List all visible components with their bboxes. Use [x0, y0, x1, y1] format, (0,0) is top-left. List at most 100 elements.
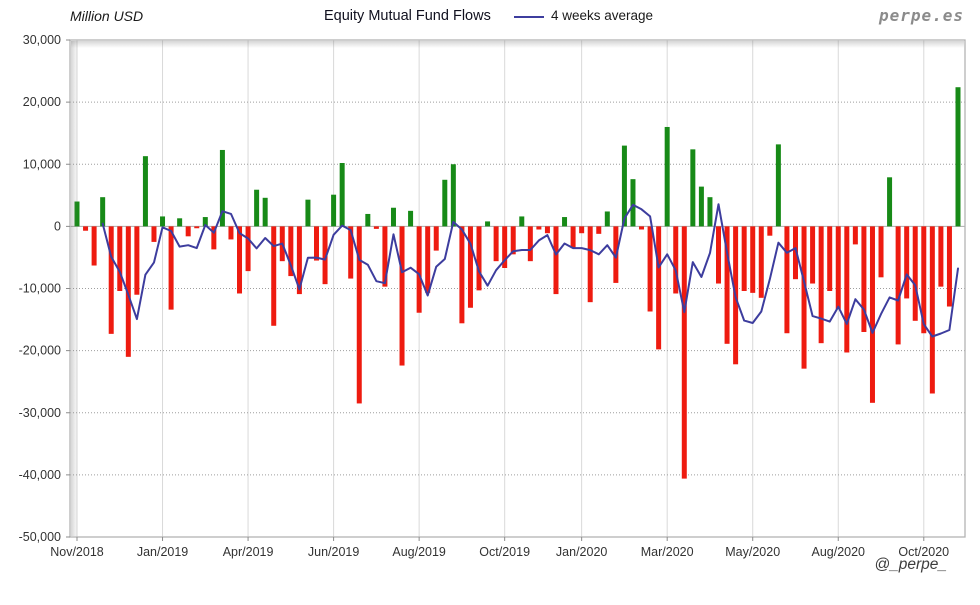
- outflow-bar: [570, 226, 576, 249]
- outflow-bar: [527, 226, 533, 262]
- site-watermark: perpe.es: [878, 6, 964, 25]
- outflow-bar: [758, 226, 764, 298]
- outflow-bar: [767, 226, 773, 236]
- inflow-bar: [142, 156, 148, 227]
- outflow-bar: [741, 226, 747, 291]
- outflow-bar: [587, 226, 593, 303]
- outflow-bar: [946, 226, 952, 307]
- inflow-bar: [100, 197, 106, 227]
- inflow-bar: [254, 189, 260, 227]
- y-axis-unit-label: Million USD: [70, 8, 144, 24]
- outflow-bar: [656, 226, 662, 350]
- outflow-bar: [108, 226, 114, 334]
- outflow-bar: [792, 226, 798, 280]
- outflow-bar: [356, 226, 362, 404]
- x-tick-label: Oct/2020: [898, 545, 949, 559]
- inflow-bar: [775, 144, 781, 227]
- legend: 4 weeks average: [514, 8, 653, 23]
- outflow-bar: [579, 226, 585, 234]
- outflow-bar: [296, 226, 302, 295]
- inflow-bar: [630, 179, 636, 227]
- outflow-bar: [801, 226, 807, 369]
- x-tick-label: May/2020: [725, 545, 780, 559]
- outflow-bar: [117, 226, 123, 291]
- outflow-bar: [373, 226, 379, 229]
- outflow-bar: [348, 226, 354, 279]
- outflow-bar: [921, 226, 927, 334]
- four-week-average-line: [101, 203, 959, 338]
- outflow-bar: [544, 226, 550, 234]
- outflow-bar: [322, 226, 328, 285]
- inflow-bar: [390, 207, 396, 227]
- y-tick-label: 20,000: [23, 95, 61, 109]
- outflow-bar: [245, 226, 251, 272]
- plot-inner-shadow-top: [71, 41, 964, 48]
- inflow-bar: [519, 216, 525, 227]
- y-tick-label: 30,000: [23, 33, 61, 47]
- inflow-bar: [887, 177, 893, 227]
- inflow-bar: [955, 87, 961, 227]
- outflow-bar: [91, 226, 97, 266]
- y-tick-label: -40,000: [19, 468, 61, 482]
- y-tick-label: -50,000: [19, 530, 61, 544]
- inflow-bar: [664, 126, 670, 227]
- outflow-bar: [878, 226, 884, 278]
- outflow-bar: [228, 226, 234, 240]
- outflow-bar: [835, 226, 841, 310]
- outflow-bar: [895, 226, 901, 345]
- outflow-bar: [125, 226, 131, 357]
- x-tick-label: Aug/2019: [392, 545, 446, 559]
- x-tick-label: Jan/2019: [137, 545, 188, 559]
- inflow-bar: [408, 210, 414, 227]
- outflow-bar: [382, 226, 388, 287]
- outflow-bar: [869, 226, 875, 403]
- outflow-bar: [502, 226, 508, 268]
- inflow-bar: [485, 221, 491, 227]
- inflow-bar: [562, 217, 568, 227]
- outflow-bar: [724, 226, 730, 344]
- outflow-bar: [818, 226, 824, 344]
- x-tick-label: Jan/2020: [556, 545, 607, 559]
- inflow-bar: [442, 179, 448, 227]
- inflow-bar: [177, 218, 183, 227]
- outflow-bar: [510, 226, 516, 255]
- outflow-bar: [673, 226, 679, 294]
- outflow-bar: [844, 226, 850, 353]
- outflow-bar: [639, 226, 645, 230]
- outflow-bar: [810, 226, 816, 284]
- legend-label: 4 weeks average: [551, 8, 654, 23]
- outflow-bar: [904, 226, 910, 299]
- inflow-bar: [707, 197, 713, 227]
- inflow-bar: [450, 164, 456, 227]
- outflow-bar: [83, 226, 89, 231]
- inflow-bar: [365, 213, 371, 227]
- y-tick-label: 0: [54, 219, 61, 233]
- outflow-bar: [827, 226, 833, 291]
- chart-title: Equity Mutual Fund Flows: [324, 8, 491, 24]
- outflow-bar: [416, 226, 422, 313]
- inflow-bar: [305, 199, 311, 227]
- inflow-bar: [621, 145, 627, 227]
- x-tick-label: Nov/2018: [50, 545, 104, 559]
- outflow-bar: [681, 226, 687, 479]
- inflow-bar: [202, 217, 208, 227]
- outflow-bar: [861, 226, 867, 332]
- outflow-bar: [938, 226, 944, 287]
- outflow-bar: [459, 226, 465, 324]
- outflow-bar: [929, 226, 935, 394]
- outflow-bar: [288, 226, 294, 277]
- outflow-bar: [476, 226, 482, 291]
- outflow-bar: [467, 226, 473, 308]
- outflow-bar: [271, 226, 277, 326]
- inflow-bar: [604, 211, 610, 227]
- inflow-bar: [690, 149, 696, 227]
- y-tick-label: -20,000: [19, 344, 61, 358]
- outflow-bar: [647, 226, 653, 312]
- outflow-bar: [185, 226, 191, 237]
- outflow-bar: [151, 226, 157, 242]
- y-tick-label: -10,000: [19, 282, 61, 296]
- x-tick-label: Oct/2019: [479, 545, 530, 559]
- outflow-bar: [168, 226, 174, 310]
- outflow-bar: [425, 226, 431, 293]
